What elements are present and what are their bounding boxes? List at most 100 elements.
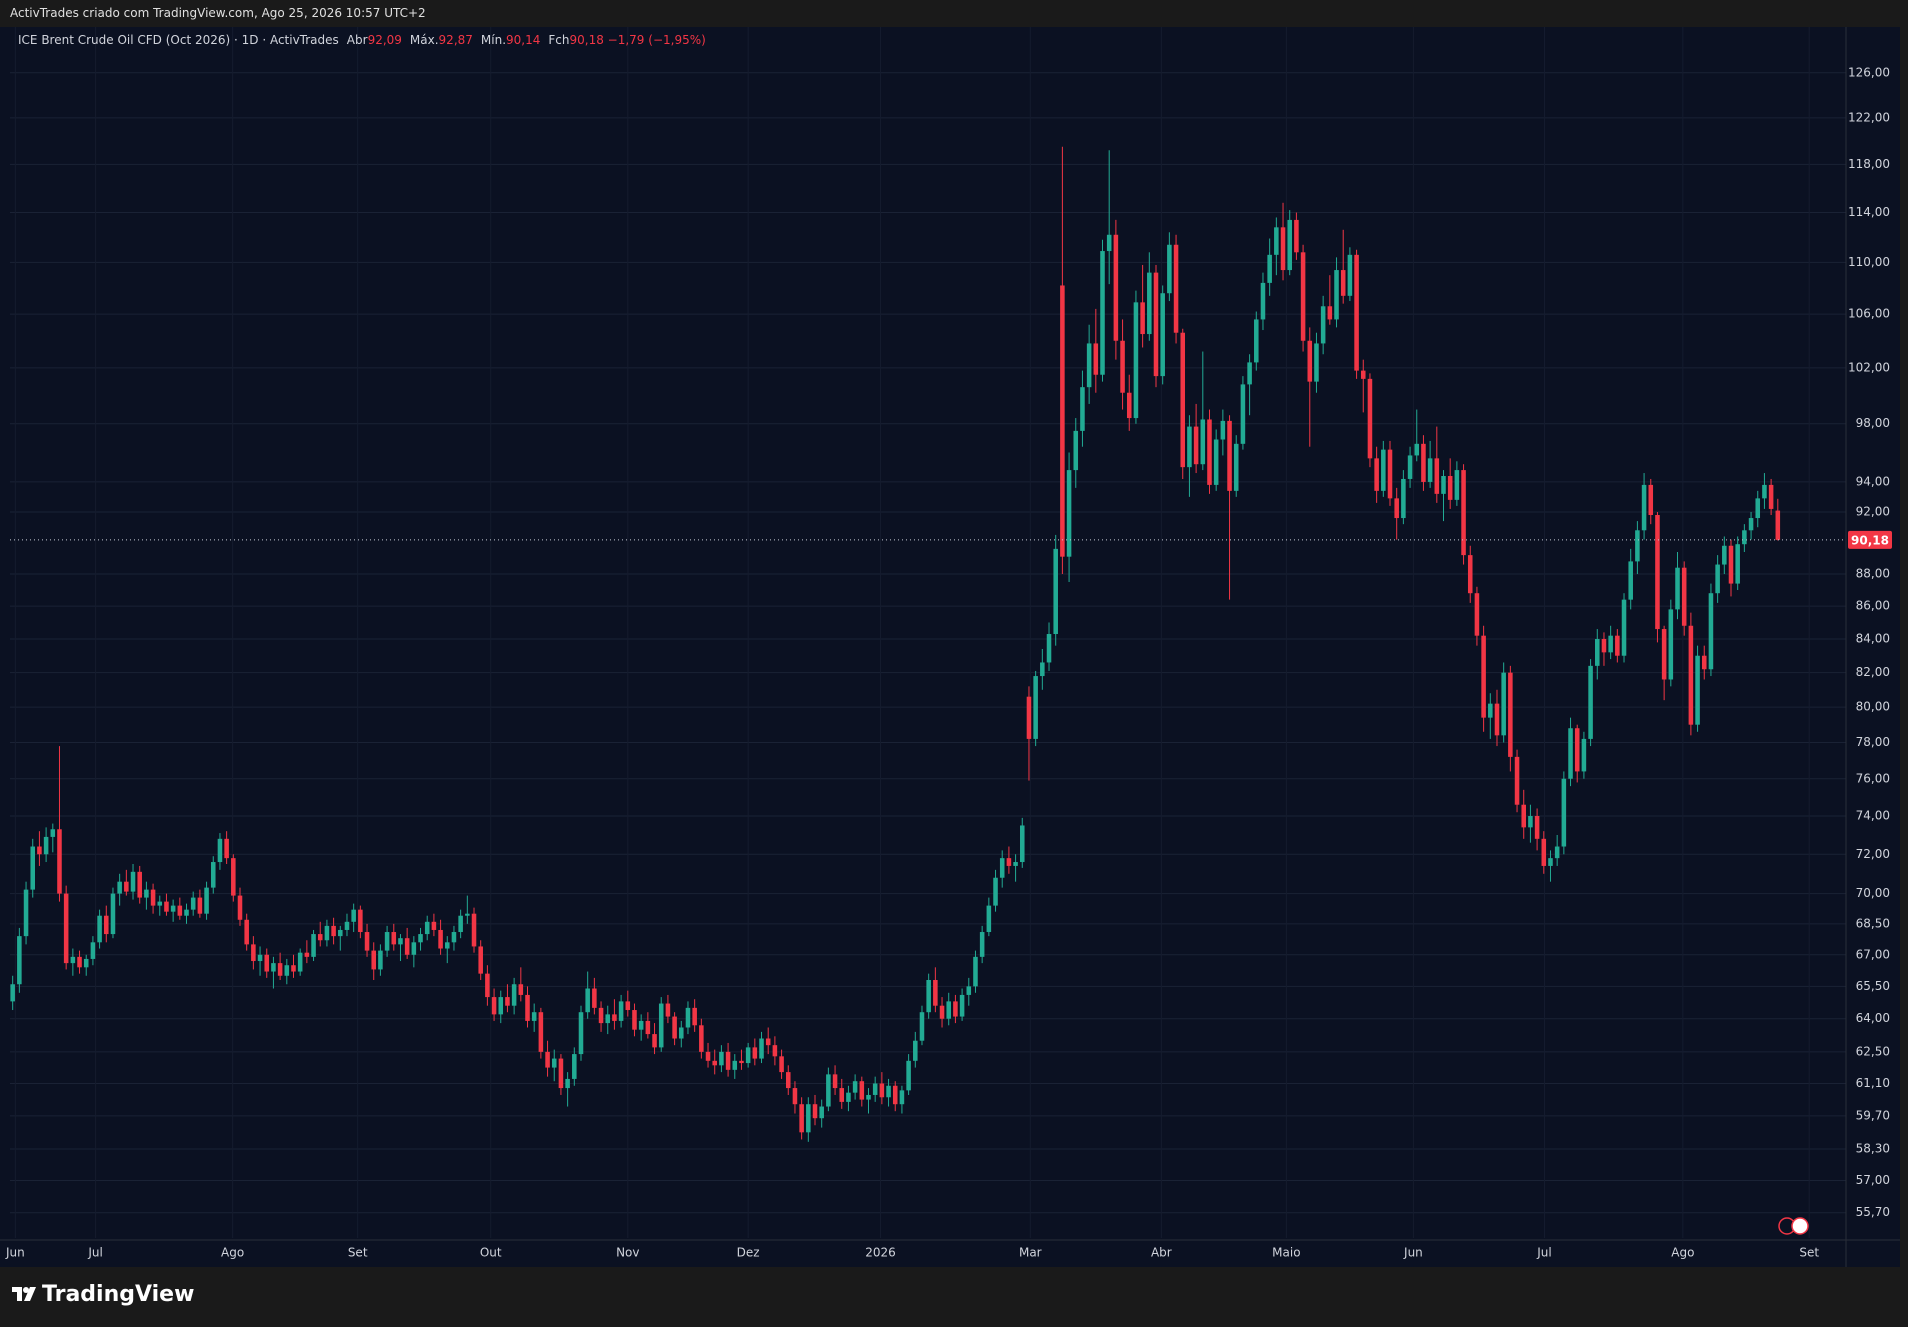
candle-body [732, 1060, 738, 1070]
candle-body [1494, 703, 1500, 736]
x-tick-label: Ago [221, 1246, 244, 1260]
candle-body [1742, 530, 1747, 545]
candle-body [331, 925, 336, 937]
candle-body [110, 893, 116, 935]
y-tick-label: 62,50 [1856, 1044, 1890, 1058]
candle-body [1534, 815, 1540, 839]
y-tick-label: 88,00 [1856, 567, 1890, 581]
candle-body [1481, 635, 1486, 718]
candle-body [444, 942, 450, 949]
x-tick-label: Set [1799, 1246, 1819, 1260]
y-tick-label: 68,50 [1856, 916, 1890, 930]
candle-body [344, 921, 350, 930]
candle-body [785, 1072, 791, 1089]
legend-name: Mín. [480, 33, 507, 47]
candle-body [384, 932, 390, 951]
candle-body [812, 1104, 818, 1119]
y-tick-label: 92,00 [1856, 504, 1890, 518]
candle-body [926, 980, 931, 1013]
candle-body [913, 1040, 918, 1061]
candle-body [1020, 825, 1025, 863]
candle-body [1461, 470, 1466, 556]
candle-body [699, 1025, 704, 1052]
candle-body [665, 1003, 671, 1017]
candle-body [1026, 696, 1032, 739]
candle-body [1655, 514, 1660, 630]
candle-body [431, 921, 437, 930]
candle-body [364, 932, 370, 951]
candle-body [705, 1051, 711, 1061]
candle-body [1066, 470, 1072, 557]
change: −1,79 (−1,95%) [607, 33, 706, 47]
candle-body [1441, 475, 1446, 494]
candle-body [1708, 593, 1714, 670]
candle-body [1140, 302, 1145, 335]
candle-body [1548, 858, 1553, 866]
candle-body [465, 913, 470, 916]
candle-body [826, 1074, 831, 1107]
candle-body [1086, 343, 1092, 388]
symbol-title: ICE Brent Crude Oil CFD (Oct 2026) · 1D … [18, 33, 339, 47]
candle-body [1120, 340, 1125, 393]
y-tick-label: 67,00 [1856, 947, 1890, 961]
candle-body [1762, 484, 1767, 499]
candle-body [1488, 703, 1493, 718]
candle-body [638, 1020, 644, 1030]
candle-body [411, 942, 417, 955]
candle-body [946, 1001, 952, 1019]
candle-body [505, 997, 510, 1006]
candle-body [117, 881, 122, 894]
candle-body [1755, 498, 1761, 519]
candle-body [284, 965, 290, 976]
candle-body [197, 897, 203, 914]
candle-body [1554, 846, 1560, 859]
candle-body [779, 1056, 784, 1073]
candle-body [531, 1012, 537, 1021]
candle-body [565, 1078, 570, 1089]
candle-body [210, 862, 216, 888]
y-tick-label: 65,50 [1856, 979, 1890, 993]
candle-body [1401, 478, 1406, 519]
candle-body [1521, 804, 1527, 828]
candle-body [398, 938, 403, 945]
candle-body [886, 1085, 891, 1098]
candle-body [137, 871, 142, 898]
candle-body [685, 1007, 691, 1028]
brand-text: TradingView [42, 1282, 195, 1307]
candle-body [1073, 430, 1079, 471]
header: ActivTrades criado com TradingView.com, … [0, 0, 1908, 27]
candle-body [739, 1060, 744, 1064]
candle-body [277, 963, 283, 976]
candle-body [170, 905, 176, 912]
candle-body [1280, 227, 1286, 271]
candle-body [438, 929, 443, 949]
candle-body [1641, 484, 1647, 531]
candle-body [97, 915, 102, 943]
candle-body [1340, 270, 1346, 296]
candle-body [1695, 655, 1700, 725]
candle-body [1193, 426, 1199, 465]
candle-body [1360, 370, 1366, 379]
candle-body [1006, 858, 1012, 866]
legend-name: Máx. [409, 33, 439, 47]
candle-body [719, 1051, 724, 1066]
candle-body [672, 1016, 677, 1039]
candle-body [317, 934, 323, 941]
candle-body [1213, 439, 1219, 485]
candle-body [297, 952, 303, 972]
candle-body [1147, 272, 1152, 335]
candle-body [725, 1051, 731, 1070]
candle-body [899, 1090, 905, 1105]
candle-body [264, 954, 270, 972]
candle-body [679, 1027, 684, 1039]
candle-body [1200, 419, 1206, 465]
candle-body [130, 871, 136, 892]
candle-body [866, 1094, 871, 1100]
candle-body [1126, 392, 1132, 419]
candle-body [1661, 629, 1667, 680]
candle-body [933, 980, 938, 1006]
candle-body [979, 932, 985, 957]
candle-body [311, 934, 316, 957]
candle-body [1648, 484, 1654, 515]
